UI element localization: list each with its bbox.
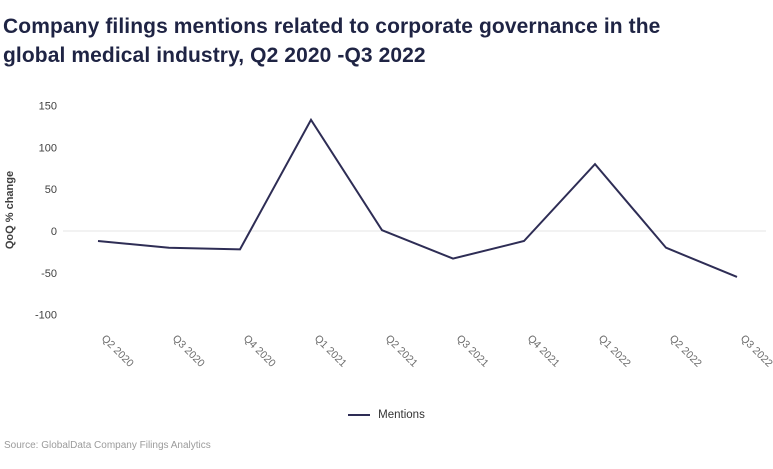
y-axis-tick-label: 0	[51, 226, 57, 238]
chart-title: Company filings mentions related to corp…	[3, 15, 661, 67]
y-axis-title: QoQ % change	[4, 171, 16, 249]
x-axis-tick-label: Q3 2020	[170, 333, 207, 370]
legend-line-swatch	[348, 414, 371, 416]
x-axis-tick-label: Q2 2021	[383, 333, 420, 370]
x-axis-tick-label: Q4 2021	[525, 333, 562, 370]
line-chart: 150 100 50 0 -50 -100 QoQ % change Q2 2020 Q3 20…	[4, 101, 773, 370]
y-axis-tick-label: -50	[41, 268, 57, 280]
source-attribution: Source: GlobalData Company Filings Analy…	[4, 440, 211, 451]
legend-label: Mentions	[378, 409, 425, 421]
x-axis-tick-label: Q3 2021	[454, 333, 491, 370]
y-axis-tick-label: 100	[39, 142, 57, 154]
y-axis-tick-label: 150	[39, 101, 57, 113]
x-axis-tick-label: Q2 2022	[667, 333, 704, 370]
legend: Mentions	[0, 409, 773, 421]
y-axis-tick-label: 50	[45, 184, 57, 196]
x-axis-tick-label: Q2 2020	[99, 333, 136, 370]
x-axis-tick-label: Q1 2022	[596, 333, 633, 370]
x-axis-tick-label: Q3 2022	[738, 333, 773, 370]
x-axis-tick-label: Q4 2020	[241, 333, 278, 370]
mentions-series-line	[97, 117, 738, 278]
x-axis-tick-label: Q1 2021	[312, 333, 349, 370]
y-axis-tick-label: -100	[35, 310, 57, 322]
